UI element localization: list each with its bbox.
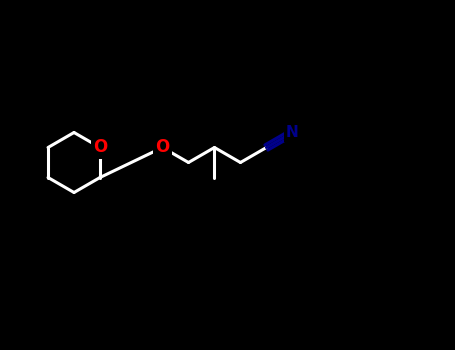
Text: O: O xyxy=(155,139,170,156)
Text: O: O xyxy=(93,139,107,156)
Text: N: N xyxy=(286,125,299,140)
